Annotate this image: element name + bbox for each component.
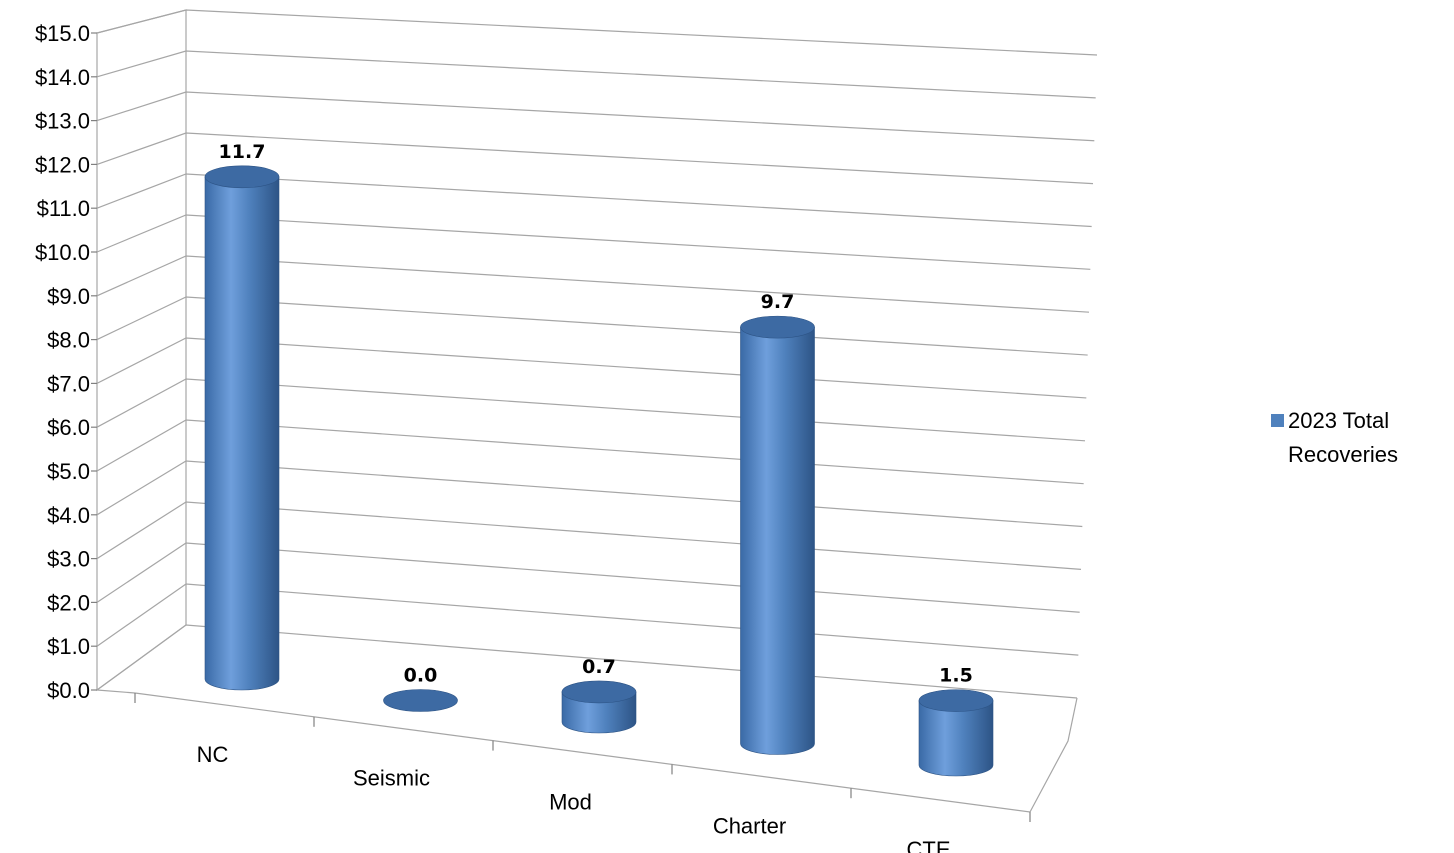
y-tick-label: $8.0 [47,328,90,353]
bar-nc [204,165,280,691]
bar-body [918,700,994,777]
y-axis-ticks: $0.0 $1.0 $2.0 $3.0 $4.0 $5.0 $6.0 $7.0 $8.0 $9.0… [35,21,97,703]
gridline [96,214,1091,270]
legend-swatch [1271,414,1284,427]
y-tick-label: $10.0 [35,240,90,265]
bar-cte [918,689,994,777]
y-tick-label: $9.0 [47,284,90,309]
gridline [96,9,1098,56]
bar-top [204,165,280,189]
data-label: 9.7 [761,291,795,313]
chart-floor [96,689,1078,822]
gridline [96,132,1094,185]
y-tick-label: $1.0 [47,634,90,659]
y-tick-label: $2.0 [47,590,90,615]
y-tick-label: $15.0 [35,21,90,46]
y-tick-label: $14.0 [35,65,90,90]
y-tick-label: $0.0 [47,678,90,703]
left-wall [96,9,187,692]
x-axis-categories: NC Seismic Mod Charter CTE [197,742,951,853]
bar-charter [740,315,815,755]
bars [204,165,994,777]
bar-seismic [383,689,458,712]
data-label: 0.7 [582,656,616,678]
y-tick-label: $7.0 [47,371,90,396]
bar-body [740,326,815,755]
y-tick-label: $6.0 [47,415,90,440]
y-tick-label: $3.0 [47,547,90,572]
gridline [96,50,1096,99]
data-label: 0.0 [404,665,438,687]
gridline [96,255,1090,313]
bar-top [383,689,458,712]
legend-label-line-1: 2023 Total [1288,408,1389,433]
bar-body [204,176,280,691]
legend-label-line-2: Recoveries [1288,442,1398,467]
y-tick-label: $12.0 [35,152,90,177]
bar-mod [561,680,637,734]
category-label: NC [197,742,229,767]
category-label: Charter [713,813,786,838]
gridline [96,91,1095,142]
data-labels: 11.7 0.0 0.7 9.7 1.5 [219,141,973,687]
category-label: CTE [907,837,951,853]
y-tick-label: $5.0 [47,459,90,484]
category-label: Mod [549,790,592,815]
bar-top [740,315,815,339]
legend: 2023 Total Recoveries [1271,408,1398,467]
gridline [96,173,1092,228]
y-tick-label: $11.0 [37,196,90,221]
bar-body [561,691,637,734]
gridlines [96,9,1098,699]
bar-top [561,680,637,704]
y-tick-label: $13.0 [35,109,90,134]
floor-left-edge [96,689,136,694]
data-label: 1.5 [939,665,973,687]
floor-edge [134,692,1078,813]
y-tick-label: $4.0 [47,503,90,528]
bar-top [918,689,994,712]
chart-walls [96,9,187,692]
category-label: Seismic [353,766,430,791]
data-label: 11.7 [219,141,266,163]
